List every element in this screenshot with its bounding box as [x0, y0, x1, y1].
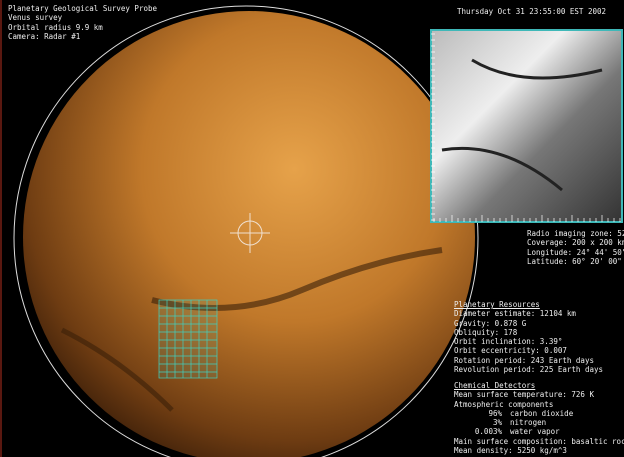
- timestamp: Thursday Oct 31 23:55:00 EST 2002: [457, 7, 607, 16]
- component-percent: 96%: [488, 408, 502, 418]
- chemical: Chemical Detectors Mean surface temperatu…: [454, 381, 624, 455]
- info-line: Gravity: 0.878 G: [454, 318, 527, 328]
- info-line: Orbit inclination: 3.39°: [454, 337, 563, 347]
- info-line: Diameter estimate: 12104 km: [454, 309, 576, 319]
- info-line: Atmospheric components: [454, 399, 554, 409]
- info-line: Orbital radius 9.9 km: [8, 22, 103, 32]
- terrain-ridge: [60, 327, 174, 412]
- radar-ticks: [431, 33, 621, 222]
- info-line: Camera: Radar #1: [8, 31, 81, 41]
- component-percent: 3%: [492, 418, 502, 428]
- radar-feature: [441, 58, 603, 192]
- component-row: 3% nitrogen: [454, 418, 624, 427]
- info-line: Mean density: 5250 kg/m^3: [454, 446, 567, 456]
- tick-marks: [431, 33, 621, 222]
- scan-grid: [158, 299, 218, 379]
- component-row: 96% carbon dioxide: [454, 409, 624, 418]
- radar-inset: [430, 29, 623, 223]
- info-line: Revolution period: 225 Earth days: [454, 365, 604, 375]
- section-heading: Planetary Resources: [454, 300, 540, 309]
- info-line: Rotation period: 243 Earth days: [454, 355, 594, 365]
- probe-info: Planetary Geological Survey Probe Venus s…: [8, 4, 157, 41]
- terrain-ridge: [151, 247, 443, 311]
- planet: [23, 11, 475, 457]
- orbit-ring: [13, 5, 479, 457]
- info-line: Mean surface temperature: 726 K: [454, 390, 594, 400]
- info-line: Venus survey: [8, 13, 63, 23]
- component-row: 0.003% water vapor: [454, 427, 624, 436]
- info-line: Radio imaging zone: 52: [527, 229, 624, 238]
- crosshair: [230, 213, 270, 253]
- section-heading: Chemical Detectors: [454, 381, 536, 390]
- resources: Planetary Resources Diameter estimate: 12…: [454, 300, 603, 374]
- info-line: Planetary Geological Survey Probe: [8, 4, 158, 13]
- info-line: Orbit eccentricity: 0.007: [454, 346, 567, 356]
- imaging-info: Radio imaging zone: 52 Coverage: 200 x 20…: [527, 229, 624, 266]
- component-name: carbon dioxide: [510, 408, 574, 418]
- info-line: Coverage: 200 x 200 km: [527, 238, 624, 248]
- info-line: Longitude: 24° 44' 50": [527, 247, 624, 257]
- info-line: Obliquity: 178: [454, 327, 518, 337]
- info-line: Latitude: 60° 20' 00": [527, 256, 622, 266]
- component-name: nitrogen: [510, 418, 547, 428]
- info-line: Main surface composition: basaltic rock: [454, 436, 624, 446]
- component-percent: 0.003%: [474, 427, 502, 437]
- component-name: water vapor: [510, 427, 560, 437]
